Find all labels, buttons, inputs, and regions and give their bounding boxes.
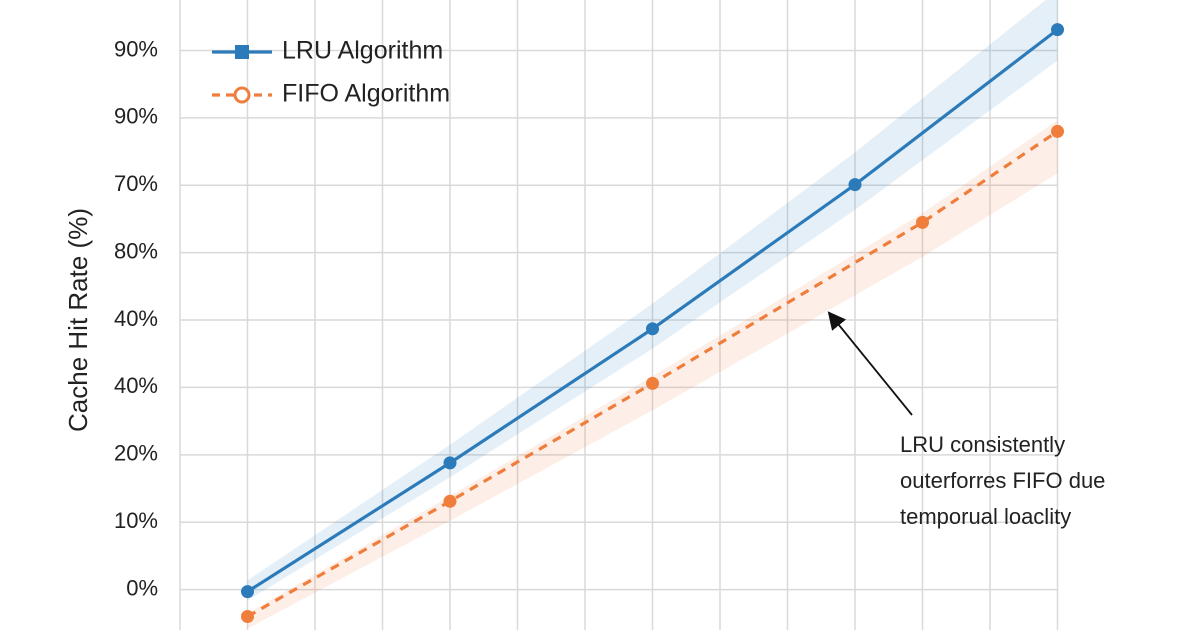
- data-point: [848, 178, 862, 192]
- data-point: [443, 456, 457, 470]
- legend-marker: [235, 45, 249, 59]
- legend-marker: [233, 86, 251, 104]
- y-tick-label: 0%: [126, 575, 158, 600]
- y-tick-label: 80%: [114, 238, 158, 263]
- data-point: [241, 610, 254, 624]
- y-tick-label: 40%: [114, 306, 158, 331]
- legend-label: LRU Algorithm: [282, 37, 443, 65]
- annotation-line: LRU consistently: [900, 432, 1065, 457]
- y-tick-label: 90%: [114, 36, 158, 61]
- data-point: [1051, 124, 1064, 138]
- annotation-line: outerforres FIFO due: [900, 468, 1105, 493]
- data-point: [916, 215, 929, 229]
- y-tick-label: 20%: [114, 441, 158, 466]
- y-tick-label: 90%: [114, 104, 158, 129]
- data-point: [646, 322, 659, 336]
- y-axis-label: Cache Hit Rate (%): [63, 208, 93, 432]
- annotation-arrow: [827, 311, 913, 416]
- data-point: [646, 376, 659, 390]
- data-point: [1051, 23, 1064, 37]
- y-tick-label: 70%: [114, 171, 158, 196]
- y-tick-label: 10%: [114, 508, 158, 533]
- data-point: [241, 585, 254, 599]
- data-point: [443, 494, 457, 508]
- y-tick-label: 40%: [114, 373, 158, 398]
- annotation-line: temporual loaclity: [900, 504, 1071, 529]
- legend-label: FIFO Algorithm: [282, 80, 450, 108]
- confidence-band: [247, 0, 1058, 601]
